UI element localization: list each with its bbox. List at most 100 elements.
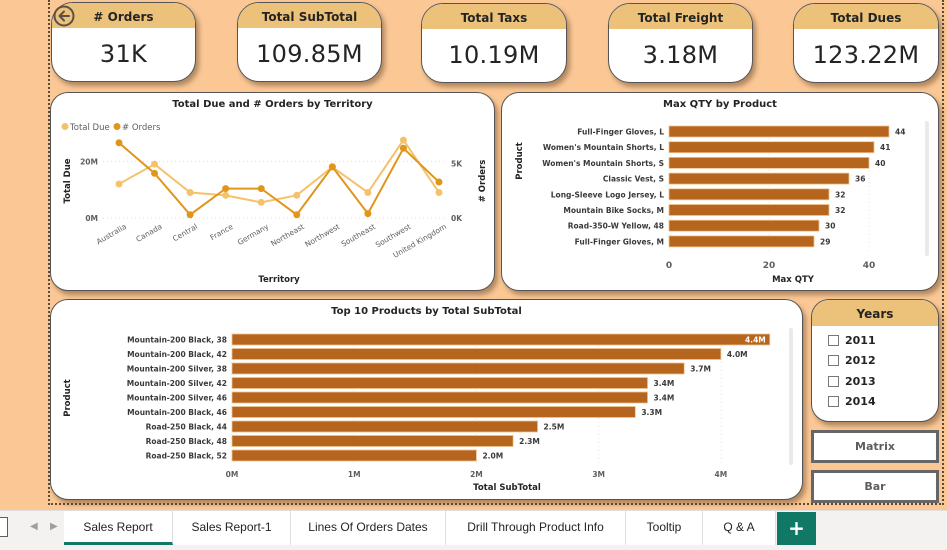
data-label: 3.3M <box>641 408 662 417</box>
kpi-value: 3.18M <box>642 41 719 69</box>
chart-title: Top 10 Products by Total SubTotal <box>331 306 522 317</box>
data-point <box>151 169 159 177</box>
bar <box>231 406 636 418</box>
category-label: Mountain-200 Silver, 46 <box>127 394 227 403</box>
category-label: Mountain-200 Silver, 42 <box>127 379 227 388</box>
data-label: 40 <box>875 159 885 168</box>
checkbox[interactable] <box>828 355 839 367</box>
y2-tick-label: 0K <box>451 214 463 223</box>
max-qty-chart-card[interactable]: Max QTY by Product 0 20 40 Full-Finger Glov… <box>501 92 939 291</box>
category-label: Women's Mountain Shorts, S <box>542 159 664 168</box>
tab-lines-of-orders-dates[interactable]: Lines Of Orders Dates <box>291 511 446 545</box>
y2-axis-title: # Orders <box>478 160 488 203</box>
tab-q-and-a[interactable]: Q & A <box>703 511 776 545</box>
x-axis-title: Total SubTotal <box>473 483 541 493</box>
legend-marker <box>61 123 69 130</box>
kpi-card-total-freight: Total Freight 3.18M <box>608 3 753 83</box>
checkbox[interactable] <box>828 334 839 346</box>
page-navigator[interactable] <box>0 517 8 537</box>
legend-marker <box>113 123 121 130</box>
data-point <box>435 178 443 186</box>
x-tick-label: France <box>209 222 235 242</box>
scrollbar[interactable] <box>925 121 929 256</box>
data-label: 2.5M <box>544 423 565 432</box>
top10-bar-chart: 0M 1M 2M 3M 4M Mountain-200 Black, 38 4.4M Moun… <box>63 333 771 493</box>
bar <box>231 348 722 360</box>
tab-tooltip[interactable]: Tooltip <box>626 511 703 545</box>
x-tick-label: Central <box>171 222 199 243</box>
category-label: Road-250 Black, 52 <box>146 452 227 461</box>
data-point <box>257 198 265 206</box>
x-tick-label: Germany <box>236 222 271 247</box>
kpi-value: 123.22M <box>812 41 920 69</box>
category-label: Mountain-200 Black, 42 <box>127 350 227 359</box>
bar <box>231 362 685 375</box>
slicer-option-2011[interactable]: 2011 <box>812 330 938 351</box>
back-arrow-circle-icon[interactable] <box>53 5 75 27</box>
chevron-left-icon[interactable]: ◀ <box>30 521 38 532</box>
y-axis-title: Product <box>63 379 73 417</box>
x-tick-label: 0 <box>666 261 672 271</box>
bar <box>231 435 514 447</box>
tab-sales-report[interactable]: Sales Report <box>64 511 173 545</box>
data-point <box>293 211 301 219</box>
bar <box>668 172 850 185</box>
option-label: 2013 <box>845 374 876 388</box>
line-chart-card[interactable]: Total Due and # Orders by Territory Tota… <box>50 92 495 291</box>
bar <box>231 420 538 433</box>
bar-button[interactable]: Bar <box>811 470 939 503</box>
bar <box>231 391 648 404</box>
slicer-title: Years <box>812 300 938 326</box>
kpi-value: 10.19M <box>448 41 540 69</box>
kpi-label: Total SubTotal <box>238 3 381 28</box>
chevron-right-icon[interactable]: ▶ <box>50 521 58 532</box>
option-label: 2014 <box>845 395 876 409</box>
kpi-label: Total Dues <box>794 4 938 29</box>
checkbox[interactable] <box>828 396 839 408</box>
x-tick-label: 3M <box>592 470 605 479</box>
kpi-card-orders: # Orders 31K <box>51 2 196 82</box>
chart-title: Total Due and # Orders by Territory <box>172 99 373 110</box>
tab-drill-through-product-info[interactable]: Drill Through Product Info <box>446 511 626 545</box>
y-tick-label: 0M <box>85 214 98 223</box>
category-label: Mountain-200 Black, 38 <box>127 336 227 345</box>
x-tick-label: 1M <box>348 470 361 479</box>
category-label: Full-Finger Gloves, L <box>577 128 664 137</box>
data-label: 3.7M <box>690 365 711 374</box>
data-point <box>364 210 372 218</box>
series-line-total-due <box>118 138 440 204</box>
data-point <box>151 160 159 168</box>
x-tick-label: 4M <box>715 470 728 479</box>
data-label: 30 <box>825 222 835 231</box>
data-point <box>399 136 407 144</box>
line-chart: Total Due # Orders 0M 20M 0K 5K Total Due # Ord… <box>61 123 488 285</box>
option-label: 2012 <box>845 354 876 368</box>
slicer-option-2014[interactable]: 2014 <box>812 392 938 413</box>
matrix-button[interactable]: Matrix <box>811 430 939 463</box>
bar <box>668 204 830 216</box>
plus-icon[interactable]: + <box>777 512 816 545</box>
bar <box>668 157 870 169</box>
report-canvas: # Orders 31K Total SubTotal 109.85M Tota… <box>0 0 947 510</box>
x-tick-label: 2M <box>470 470 483 479</box>
tab-sales-report-1[interactable]: Sales Report-1 <box>173 511 291 545</box>
data-label: 3.4M <box>654 394 675 403</box>
kpi-card-total-dues: Total Dues 123.22M <box>793 3 939 83</box>
top10-chart-card[interactable]: Top 10 Products by Total SubTotal 0M 1M 2M… <box>50 299 803 500</box>
kpi-label: Total Taxs <box>422 4 566 29</box>
y-tick-label: 20M <box>80 157 98 166</box>
kpi-label: Total Freight <box>609 4 752 29</box>
data-label: 32 <box>835 206 845 215</box>
scrollbar[interactable] <box>789 328 793 465</box>
x-axis-title: Max QTY <box>772 275 815 285</box>
data-label: 2.3M <box>519 437 540 446</box>
x-tick-label: 40 <box>863 261 876 271</box>
category-label: Mountain-200 Black, 46 <box>127 408 227 417</box>
checkbox[interactable] <box>828 375 839 387</box>
slicer-option-2012[interactable]: 2012 <box>812 351 938 372</box>
slicer-option-2013[interactable]: 2013 <box>812 371 938 392</box>
x-tick-label: Northwest <box>303 222 341 249</box>
category-label: Mountain-200 Silver, 38 <box>127 365 227 374</box>
bar <box>668 188 830 201</box>
data-label: 2.0M <box>482 452 503 461</box>
